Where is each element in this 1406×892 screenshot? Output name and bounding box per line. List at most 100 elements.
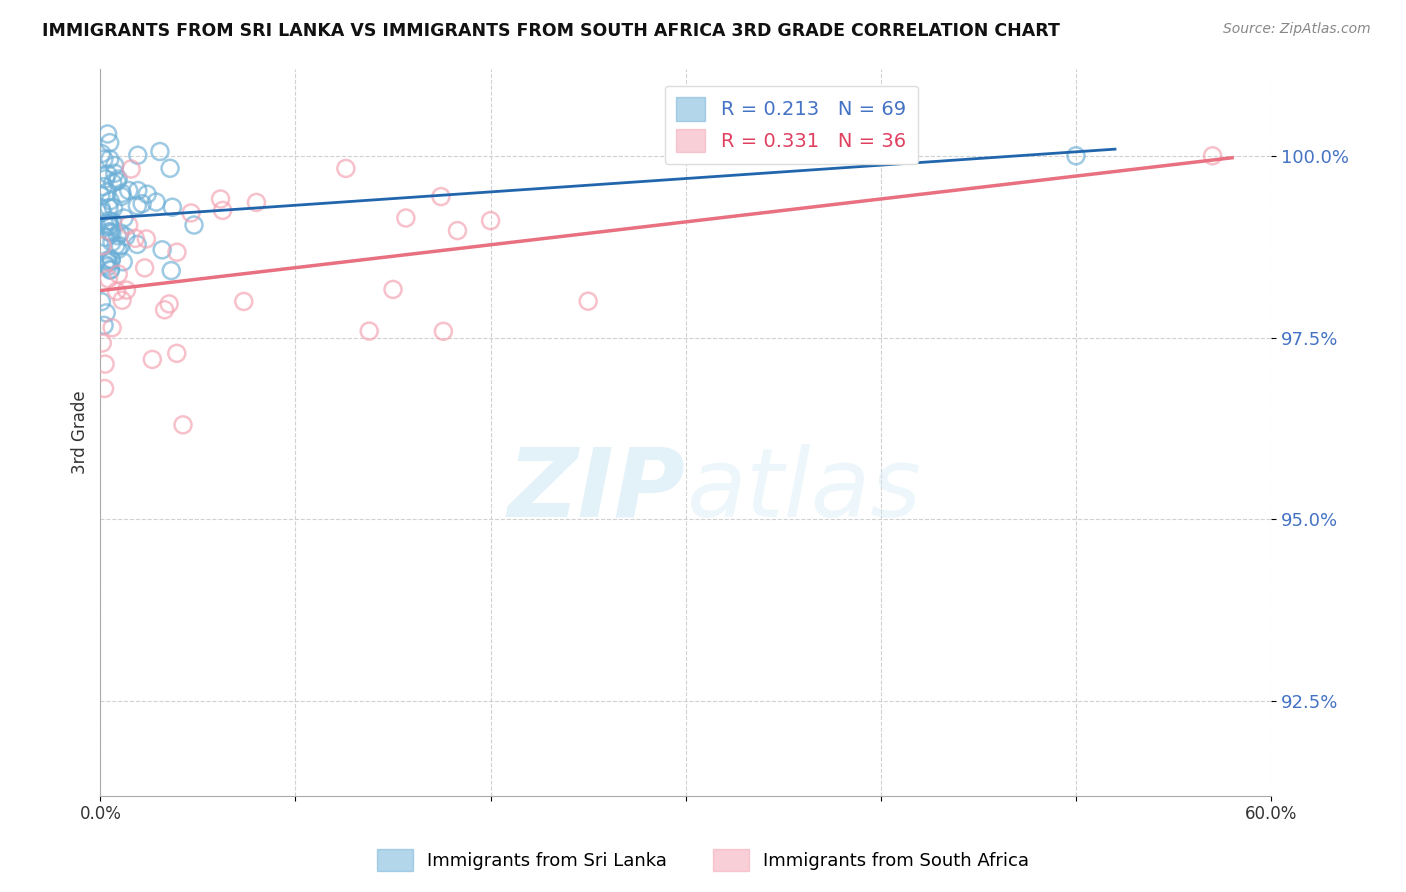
Point <box>479 213 502 227</box>
Point <box>108 226 131 240</box>
Point <box>105 174 128 188</box>
Point <box>107 172 129 186</box>
Point <box>97 272 120 286</box>
Point <box>94 171 117 186</box>
Point <box>101 214 124 228</box>
Point <box>94 258 117 272</box>
Point <box>127 199 149 213</box>
Point <box>183 218 205 232</box>
Point <box>134 260 156 275</box>
Point <box>94 230 117 244</box>
Point <box>141 352 163 367</box>
Point <box>446 224 468 238</box>
Point <box>100 263 122 277</box>
Point <box>115 283 138 297</box>
Point <box>105 285 128 299</box>
Point <box>118 218 141 232</box>
Point <box>159 161 181 176</box>
Point <box>124 231 146 245</box>
Point <box>112 254 135 268</box>
Point <box>94 357 117 371</box>
Text: IMMIGRANTS FROM SRI LANKA VS IMMIGRANTS FROM SOUTH AFRICA 3RD GRADE CORRELATION : IMMIGRANTS FROM SRI LANKA VS IMMIGRANTS … <box>42 22 1060 40</box>
Point <box>96 185 118 199</box>
Point <box>93 217 115 231</box>
Point <box>110 239 132 253</box>
Point <box>90 146 112 161</box>
Point <box>1064 149 1087 163</box>
Legend: R = 0.213   N = 69, R = 0.331   N = 36: R = 0.213 N = 69, R = 0.331 N = 36 <box>665 86 918 164</box>
Point <box>232 294 254 309</box>
Text: atlas: atlas <box>686 444 921 537</box>
Point <box>96 167 118 181</box>
Point <box>118 184 141 198</box>
Point <box>150 243 173 257</box>
Point <box>432 324 454 338</box>
Point <box>107 243 129 257</box>
Point <box>576 294 599 309</box>
Point <box>98 136 121 150</box>
Point <box>111 186 134 201</box>
Point <box>107 228 129 243</box>
Point <box>127 237 149 252</box>
Point <box>111 293 134 308</box>
Point <box>211 203 233 218</box>
Point <box>98 218 121 232</box>
Text: ZIP: ZIP <box>508 444 686 537</box>
Point <box>97 255 120 269</box>
Point <box>335 161 357 176</box>
Point <box>97 213 120 227</box>
Point <box>157 297 180 311</box>
Point <box>162 200 184 214</box>
Point <box>91 239 114 253</box>
Point <box>101 235 124 250</box>
Point <box>93 179 115 194</box>
Point <box>395 211 418 225</box>
Point <box>145 195 167 210</box>
Point <box>90 188 112 202</box>
Point <box>127 184 149 198</box>
Point <box>90 202 112 216</box>
Point <box>93 382 115 396</box>
Y-axis label: 3rd Grade: 3rd Grade <box>72 391 89 474</box>
Point <box>382 282 405 296</box>
Point <box>430 189 453 203</box>
Point <box>107 267 129 281</box>
Point <box>120 162 142 177</box>
Point <box>209 192 232 206</box>
Point <box>166 346 188 360</box>
Point <box>98 219 121 234</box>
Point <box>160 263 183 277</box>
Point <box>93 152 115 166</box>
Point <box>104 159 127 173</box>
Point <box>359 324 381 338</box>
Point <box>98 262 121 277</box>
Point <box>172 417 194 432</box>
Point <box>135 232 157 246</box>
Point <box>97 253 120 268</box>
Point <box>100 252 122 267</box>
Point <box>97 201 120 215</box>
Point <box>110 189 132 203</box>
Point <box>1201 149 1223 163</box>
Point <box>105 238 128 252</box>
Point <box>98 152 121 166</box>
Point <box>91 336 114 351</box>
Point <box>98 194 121 208</box>
Point <box>149 145 172 159</box>
Point <box>166 245 188 260</box>
Point <box>96 306 118 320</box>
Point <box>98 225 121 239</box>
Point <box>101 227 124 241</box>
Point <box>180 206 202 220</box>
Point <box>114 229 136 244</box>
Point <box>104 166 127 180</box>
Point <box>127 148 149 162</box>
Point <box>112 211 135 225</box>
Point <box>93 318 115 333</box>
Point <box>91 205 114 219</box>
Point <box>100 253 122 268</box>
Point <box>100 225 122 239</box>
Point <box>97 260 120 274</box>
Point <box>136 187 159 202</box>
Point <box>101 176 124 190</box>
